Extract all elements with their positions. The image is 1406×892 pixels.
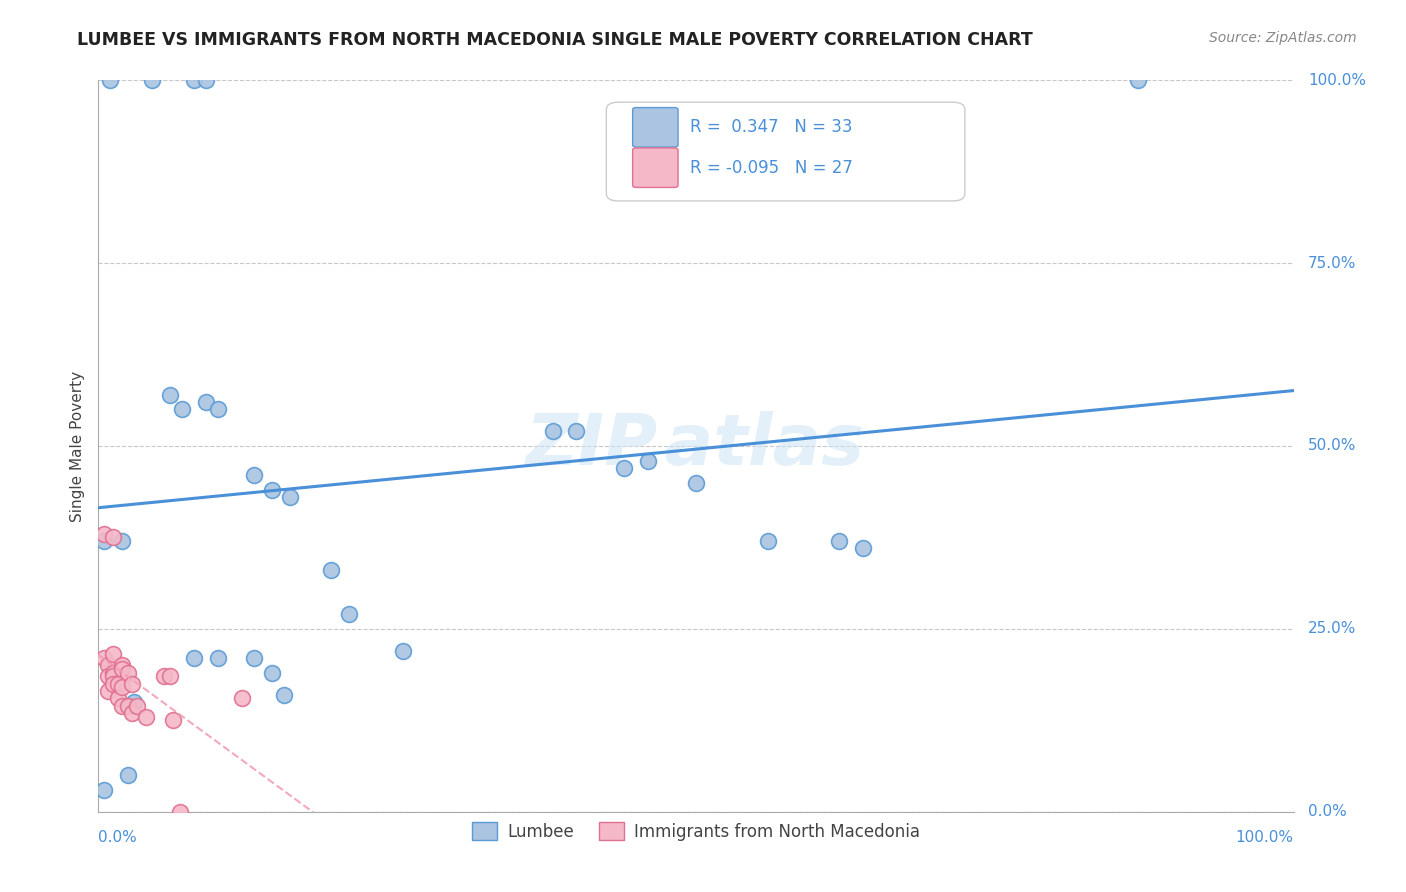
Text: 100.0%: 100.0% — [1236, 830, 1294, 845]
Point — [637, 453, 659, 467]
Point — [1128, 73, 1150, 87]
Point — [565, 425, 588, 439]
Point — [195, 73, 218, 87]
Point — [97, 684, 120, 698]
Point — [117, 665, 139, 680]
Point — [101, 648, 124, 662]
Text: R = -0.095   N = 27: R = -0.095 N = 27 — [690, 159, 853, 177]
Text: ZIP atlas: ZIP atlas — [526, 411, 866, 481]
Point — [541, 425, 564, 439]
Point — [273, 688, 295, 702]
FancyBboxPatch shape — [633, 148, 678, 187]
Point — [852, 541, 875, 556]
Point — [207, 651, 229, 665]
Point — [101, 676, 124, 690]
Point — [97, 669, 120, 683]
FancyBboxPatch shape — [633, 108, 678, 147]
Point — [93, 651, 115, 665]
Point — [321, 563, 343, 577]
Point — [141, 73, 163, 87]
Point — [159, 388, 181, 402]
Text: R =  0.347   N = 33: R = 0.347 N = 33 — [690, 119, 852, 136]
Point — [117, 698, 139, 713]
Point — [685, 475, 707, 490]
Point — [111, 658, 134, 673]
FancyBboxPatch shape — [606, 103, 965, 201]
Text: 25.0%: 25.0% — [1308, 622, 1357, 636]
Text: LUMBEE VS IMMIGRANTS FROM NORTH MACEDONIA SINGLE MALE POVERTY CORRELATION CHART: LUMBEE VS IMMIGRANTS FROM NORTH MACEDONI… — [77, 31, 1033, 49]
Point — [107, 691, 129, 706]
Point — [243, 468, 266, 483]
Point — [101, 665, 124, 680]
Point — [111, 534, 134, 549]
Point — [98, 73, 122, 87]
Point — [125, 698, 148, 713]
Point — [392, 644, 415, 658]
Point — [828, 534, 851, 549]
Point — [169, 805, 191, 819]
Point — [613, 461, 636, 475]
Point — [135, 709, 157, 723]
Y-axis label: Single Male Poverty: Single Male Poverty — [69, 370, 84, 522]
Point — [183, 651, 205, 665]
Point — [231, 691, 253, 706]
Point — [111, 698, 134, 713]
Point — [93, 526, 115, 541]
Point — [339, 607, 361, 622]
Point — [117, 768, 139, 782]
Text: 50.0%: 50.0% — [1308, 439, 1357, 453]
Point — [756, 534, 779, 549]
Point — [172, 402, 194, 417]
Text: Source: ZipAtlas.com: Source: ZipAtlas.com — [1209, 31, 1357, 45]
Point — [207, 402, 229, 417]
Point — [93, 534, 115, 549]
Point — [107, 676, 129, 690]
Point — [278, 490, 301, 504]
Point — [121, 706, 143, 720]
Point — [124, 695, 146, 709]
Point — [101, 669, 124, 683]
Text: 0.0%: 0.0% — [98, 830, 138, 845]
Point — [195, 395, 218, 409]
Point — [97, 658, 120, 673]
Point — [260, 665, 283, 680]
Point — [260, 483, 283, 497]
Point — [162, 714, 184, 728]
Point — [111, 681, 134, 695]
Legend: Lumbee, Immigrants from North Macedonia: Lumbee, Immigrants from North Macedonia — [465, 815, 927, 847]
Text: 0.0%: 0.0% — [1308, 805, 1347, 819]
Point — [121, 676, 143, 690]
Point — [101, 530, 124, 544]
Point — [183, 73, 205, 87]
Point — [153, 669, 176, 683]
Point — [93, 782, 115, 797]
Text: 100.0%: 100.0% — [1308, 73, 1365, 87]
Point — [159, 669, 181, 683]
Point — [111, 662, 134, 676]
Point — [243, 651, 266, 665]
Text: 75.0%: 75.0% — [1308, 256, 1357, 270]
